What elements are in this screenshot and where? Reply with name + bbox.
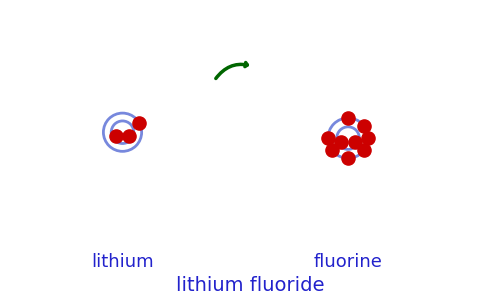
- Text: fluorine: fluorine: [314, 253, 382, 271]
- Point: [360, 148, 368, 153]
- Point: [135, 120, 143, 125]
- Point: [364, 136, 372, 140]
- Point: [360, 123, 368, 128]
- Point: [328, 148, 336, 153]
- Point: [324, 136, 332, 140]
- Point: [351, 140, 359, 144]
- Point: [344, 156, 352, 161]
- Point: [337, 140, 345, 144]
- Text: lithium fluoride: lithium fluoride: [176, 276, 324, 295]
- Point: [344, 116, 352, 120]
- Point: [126, 134, 134, 139]
- Point: [112, 134, 120, 139]
- Text: lithium: lithium: [91, 253, 154, 271]
